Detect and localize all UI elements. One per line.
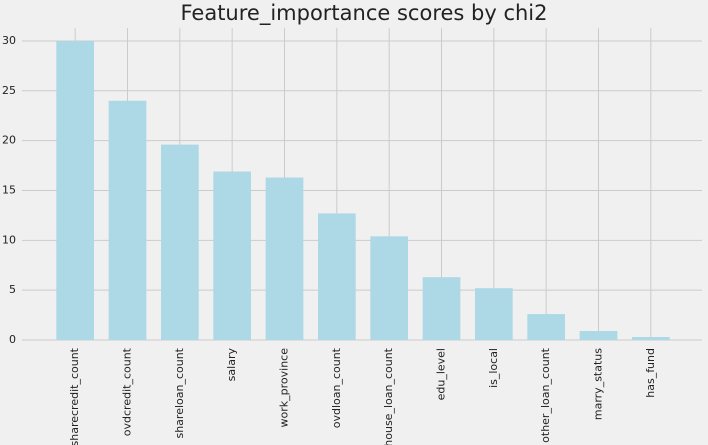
bar (474, 288, 513, 340)
bar (422, 277, 461, 340)
x-tick-label: sharecredit_count (68, 347, 81, 445)
y-tick-label: 0 (9, 333, 16, 346)
y-tick-label: 30 (2, 34, 16, 47)
bar (213, 171, 252, 340)
bar (579, 331, 618, 340)
x-tick-label: ovdcredit_count (121, 347, 134, 436)
x-tick-label: is_local (487, 348, 500, 388)
x-tick-label: has_fund (644, 348, 657, 398)
bar (317, 213, 356, 340)
x-tick-label: house_loan_count (382, 347, 395, 445)
x-tick-label: salary (225, 348, 238, 382)
bar (56, 40, 95, 340)
bar (631, 337, 670, 340)
x-tick-label: work_province (278, 348, 291, 428)
y-tick-label: 25 (2, 84, 16, 97)
y-tick-label: 20 (2, 134, 16, 147)
bar (370, 236, 409, 340)
y-tick-label: 5 (9, 283, 16, 296)
x-tick-label: edu_level (435, 348, 448, 400)
bar (527, 314, 566, 340)
x-tick-label: ovdloan_count (330, 347, 343, 428)
y-tick-label: 15 (2, 183, 16, 196)
y-tick-label: 10 (2, 233, 16, 246)
chart-title: Feature_importance scores by chi2 (180, 1, 547, 26)
bar (108, 100, 147, 340)
bar (160, 144, 199, 340)
x-tick-label: shareloan_count (173, 347, 186, 438)
x-tick-label: marry_status (592, 348, 605, 420)
bar (265, 177, 304, 340)
x-tick-label: other_loan_count (539, 347, 552, 443)
